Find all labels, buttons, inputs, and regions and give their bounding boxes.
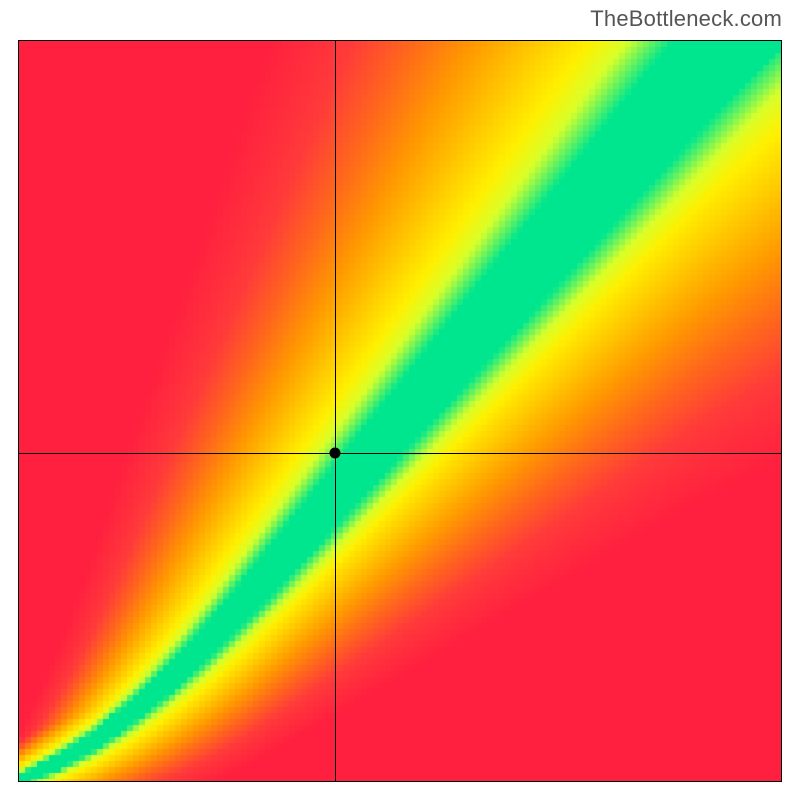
heatmap-canvas bbox=[19, 41, 781, 781]
chart-area bbox=[18, 40, 782, 782]
watermark-text: TheBottleneck.com bbox=[590, 6, 782, 32]
chart-container: TheBottleneck.com bbox=[0, 0, 800, 800]
